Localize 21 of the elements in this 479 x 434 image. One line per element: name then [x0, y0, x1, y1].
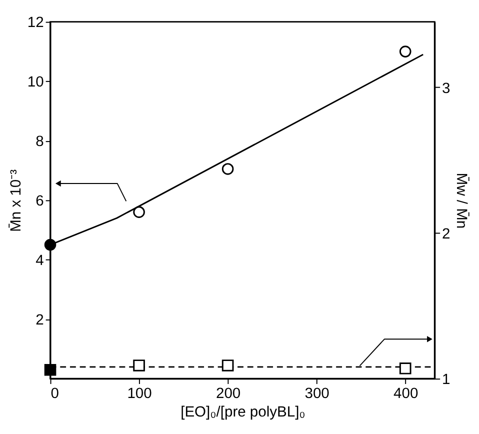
y-tick-label: 4 — [36, 253, 44, 270]
y2-tick-label: 2 — [442, 226, 450, 242]
y2-tick-label: 1 — [442, 372, 450, 388]
y-tick-label: 12 — [27, 15, 44, 32]
y-axis-title: M̄n x 10⁻³ — [8, 169, 25, 232]
point — [133, 206, 145, 218]
x-tick-label: 300 — [304, 386, 330, 402]
y-tick-label: 2 — [36, 312, 44, 329]
y2-tick-label: 3 — [442, 80, 450, 97]
x-tick-label: 0 — [50, 386, 59, 402]
x-tick-label: 100 — [127, 386, 152, 402]
x-tick-label: 400 — [394, 386, 418, 402]
x-axis-title: [EO]₀/[pre polyBL]₀ — [180, 404, 306, 421]
x-tick-label: 200 — [216, 386, 241, 402]
point — [399, 46, 412, 58]
y-tick-label: 8 — [36, 134, 44, 150]
y-tick-label: 6 — [36, 194, 44, 210]
point — [222, 163, 234, 175]
y-tick-label: 10 — [27, 74, 44, 91]
point — [44, 238, 56, 251]
y2-axis-title: M̄w / M̄n — [453, 172, 470, 229]
